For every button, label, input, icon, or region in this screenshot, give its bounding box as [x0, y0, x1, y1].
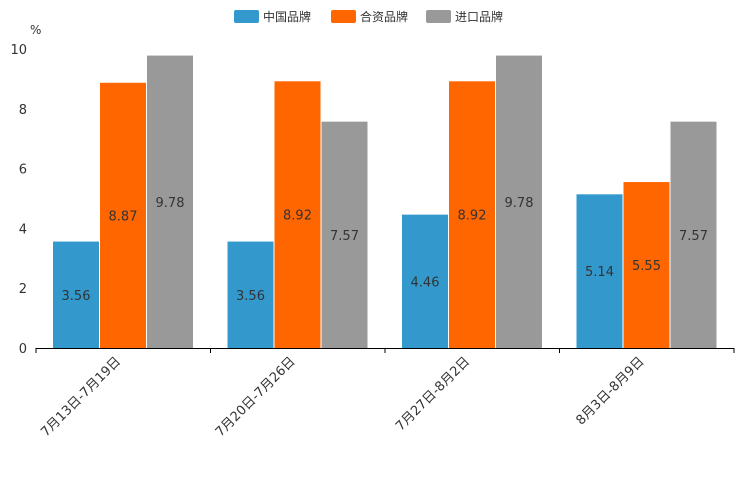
y-tick-label: 6	[19, 163, 27, 178]
data-label-1-4: 5.14	[585, 265, 614, 280]
x-tick-label: 7月27日-8月2日	[393, 354, 473, 434]
bar-2-3[interactable]	[449, 81, 495, 349]
bar-1-3[interactable]	[402, 214, 448, 348]
y-tick-label: 2	[19, 282, 27, 297]
bar-1-2[interactable]	[227, 241, 274, 348]
data-label-1-3: 4.46	[411, 275, 440, 290]
x-tick-label: 7月13日-7月19日	[38, 354, 124, 440]
bar-2-2[interactable]	[274, 81, 321, 349]
data-label-3-2: 7.57	[330, 229, 359, 244]
data-label-2-3: 8.92	[458, 209, 487, 224]
bar-2-1[interactable]	[100, 82, 146, 349]
y-tick-label: 0	[19, 342, 27, 357]
y-tick-label: 4	[19, 222, 27, 237]
data-label-2-1: 8.87	[109, 209, 138, 224]
bar-2-4[interactable]	[623, 182, 670, 348]
bar-3-4[interactable]	[670, 121, 717, 348]
bars-group	[53, 55, 717, 349]
data-labels-group: 3.56 8.87 9.78 3.56 8.92 7.57 4.46 8.92 9.78 5.14…	[62, 196, 708, 304]
legend-label-2[interactable]: 合资品牌	[360, 9, 408, 24]
x-tick-label: 7月20日-7月26日	[213, 354, 299, 440]
data-label-3-1: 9.78	[156, 196, 185, 211]
x-tick-label: 8月3日-8月9日	[573, 354, 647, 428]
legend-swatch-3[interactable]	[426, 10, 451, 23]
data-label-1-1: 3.56	[62, 289, 91, 304]
bar-1-4[interactable]	[576, 194, 623, 348]
legend-label-3[interactable]: 进口品牌	[455, 10, 503, 24]
legend: 中国品牌 合资品牌 进口品牌	[234, 9, 503, 24]
y-tick-label: 10	[10, 43, 27, 58]
bar-3-1[interactable]	[147, 55, 193, 348]
bar-3-2[interactable]	[321, 121, 368, 348]
bar-3-3[interactable]	[496, 55, 542, 348]
data-label-3-4: 7.57	[679, 229, 708, 244]
y-axis-unit-label: %	[30, 23, 41, 37]
legend-swatch-2[interactable]	[331, 10, 356, 23]
data-label-2-4: 5.55	[632, 259, 661, 274]
data-label-1-2: 3.56	[236, 289, 265, 304]
bar-1-1[interactable]	[53, 241, 99, 348]
data-label-2-2: 8.92	[283, 209, 312, 224]
y-tick-label: 8	[19, 103, 27, 118]
data-label-3-3: 9.78	[505, 196, 534, 211]
y-axis: 0 2 4 6 8 10	[10, 43, 27, 357]
legend-label-1[interactable]: 中国品牌	[263, 9, 311, 24]
legend-swatch-1[interactable]	[234, 10, 259, 23]
x-axis: 7月13日-7月19日 7月20日-7月26日 7月27日-8月2日 8月3日-8月9…	[35, 348, 735, 440]
